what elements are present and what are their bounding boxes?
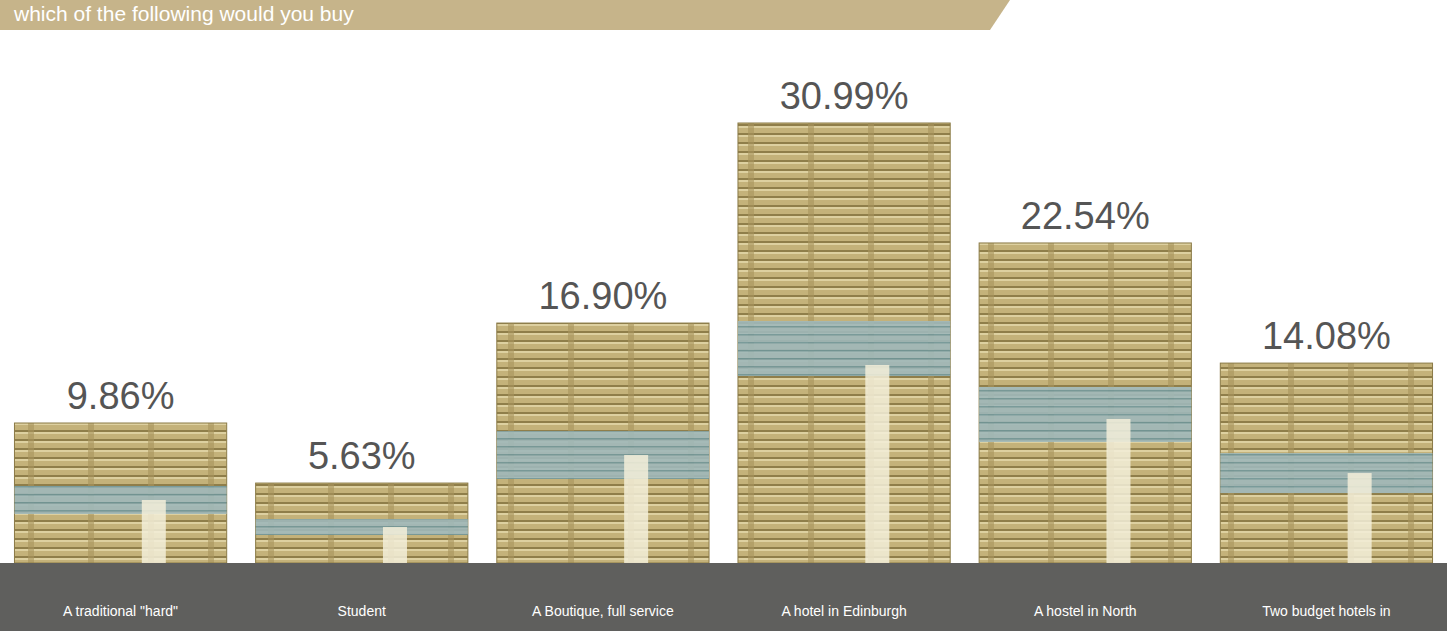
category-label: A Boutique, full service	[532, 603, 674, 619]
category-label: A traditional "hard"	[63, 603, 178, 619]
strap-decoration	[1348, 473, 1372, 563]
bar	[738, 123, 950, 563]
bundle-decoration	[14, 486, 226, 514]
data-label: 14.08%	[1262, 315, 1391, 357]
strap-decoration	[624, 455, 648, 563]
bundle-decoration	[979, 387, 1191, 442]
labels: 9.86% A traditional "hard" 5.63% Student 16.…	[63, 75, 1391, 619]
strap-decoration	[383, 527, 407, 563]
bundle-decoration	[1220, 453, 1432, 493]
title: which of the following would you buy	[13, 2, 354, 25]
strap-decoration	[1106, 419, 1130, 563]
category-label: A hotel in Edinburgh	[781, 603, 906, 619]
data-label: 9.86%	[67, 375, 175, 417]
data-label: 22.54%	[1021, 195, 1150, 237]
bar	[14, 423, 226, 563]
data-label: 30.99%	[780, 75, 909, 117]
bar	[497, 323, 709, 563]
category-label: A hostel in North	[1034, 603, 1137, 619]
title-banner	[0, 0, 1010, 30]
strap-decoration	[865, 365, 889, 563]
bar	[1220, 363, 1432, 563]
bar	[979, 243, 1191, 563]
bar	[256, 483, 468, 563]
bars	[14, 123, 1432, 563]
bundle-decoration	[738, 321, 950, 376]
category-label: Student	[338, 603, 386, 619]
bundle-decoration	[256, 519, 468, 535]
data-label: 16.90%	[538, 275, 667, 317]
category-label: Two budget hotels in	[1262, 603, 1390, 619]
bundle-decoration	[497, 431, 709, 479]
ground-band	[0, 563, 1447, 631]
chart: which of the following would you buy 9.86…	[0, 0, 1447, 631]
data-label: 5.63%	[308, 435, 416, 477]
strap-decoration	[142, 500, 166, 563]
